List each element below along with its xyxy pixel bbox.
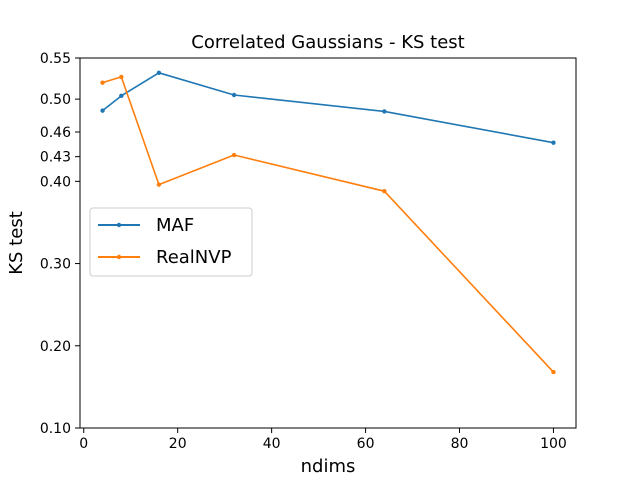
- x-axis: 0 20 40 60 80 100: [79, 428, 567, 452]
- x-tick-label: 0: [79, 436, 88, 452]
- data-point-maf: [100, 108, 105, 113]
- plot-frame: [79, 57, 577, 429]
- data-point-realnvp: [231, 152, 237, 158]
- x-tick-label: 100: [540, 436, 567, 452]
- x-tick-label: 40: [263, 436, 281, 452]
- data-point-realnvp: [382, 189, 387, 194]
- y-tick-label: 0.20: [40, 339, 71, 355]
- chart-title: Correlated Gaussians - KS test: [191, 32, 464, 53]
- data-point-maf: [156, 70, 162, 76]
- data-point-realnvp: [100, 80, 105, 85]
- y-tick-label: 0.43: [40, 150, 71, 166]
- y-tick-label: 0.10: [40, 421, 71, 437]
- x-tick-label: 80: [451, 436, 469, 452]
- x-tick-label: 60: [357, 436, 375, 452]
- data-point-maf: [231, 92, 237, 98]
- legend: MAF RealNVP: [89, 207, 253, 277]
- legend-marker-realnvp: [116, 254, 122, 260]
- y-axis-title: KS test: [6, 211, 27, 275]
- data-point-realnvp: [551, 369, 556, 375]
- y-axis: 0.10 0.20 0.30 0.40 0.43 0.46 0.50 0.55: [40, 51, 80, 437]
- y-tick-label: 0.55: [40, 51, 71, 67]
- data-point-maf: [551, 140, 556, 145]
- data-point-maf: [119, 93, 124, 99]
- x-axis-title: ndims: [301, 456, 356, 477]
- x-tick-label: 20: [169, 436, 187, 452]
- legend-label-realnvp: RealNVP: [156, 247, 232, 268]
- legend-marker-maf: [116, 222, 122, 228]
- y-tick-label: 0.50: [40, 92, 71, 108]
- data-point-maf: [382, 109, 387, 114]
- series-line-maf: [102, 72, 554, 144]
- series-line-realnvp: [102, 76, 555, 373]
- y-tick-label: 0.30: [40, 257, 71, 273]
- y-tick-label: 0.40: [40, 174, 71, 190]
- y-tick-label: 0.46: [40, 125, 71, 141]
- data-point-realnvp: [156, 182, 162, 187]
- series-layer: [100, 70, 556, 375]
- legend-label-maf: MAF: [156, 215, 194, 236]
- data-point-realnvp: [119, 74, 124, 80]
